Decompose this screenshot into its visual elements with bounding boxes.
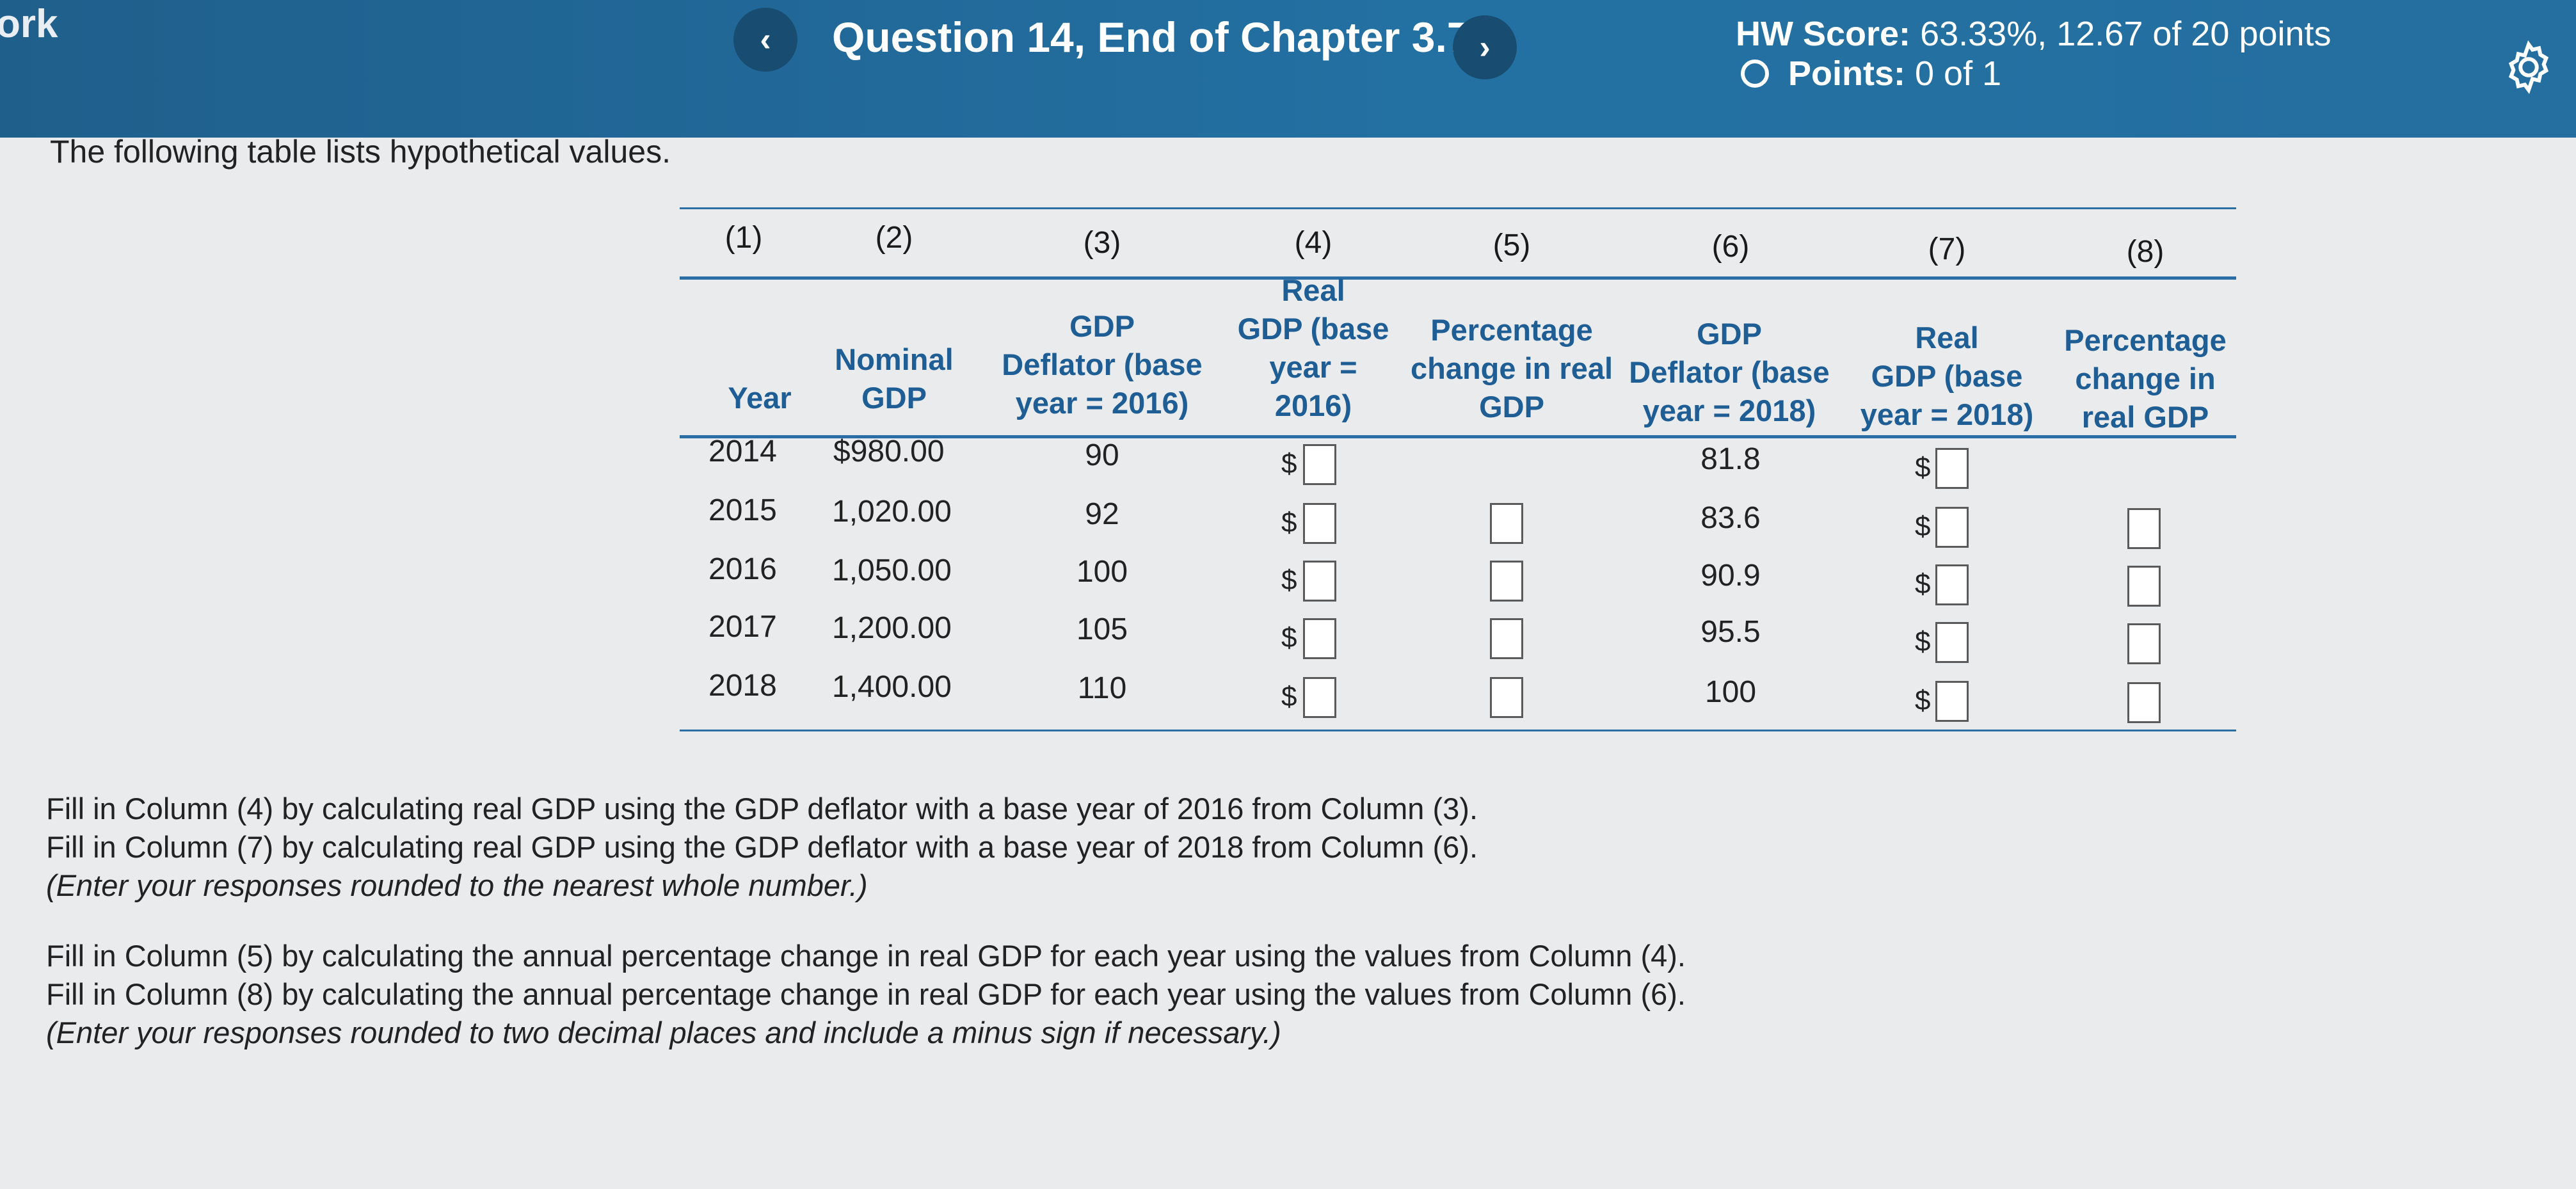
- hw-score-label: HW Score:: [1736, 15, 1911, 53]
- points-status: Points: 0 of 1: [1741, 54, 2001, 93]
- real-gdp-2018-input-2014[interactable]: [1935, 448, 1969, 489]
- header-rule: [680, 435, 2236, 438]
- pct-change-col8-input-2018[interactable]: [2127, 682, 2161, 723]
- real-gdp-2016-input-2017[interactable]: [1303, 618, 1336, 659]
- left-nav-label[interactable]: ork: [0, 2, 58, 46]
- real-gdp-2018-input-2017[interactable]: [1935, 622, 1969, 663]
- points-label: Points:: [1788, 54, 1905, 93]
- currency-symbol: $: [1281, 681, 1297, 712]
- header-real-gdp-2016: Real GDP (base year = 2016): [1237, 273, 1389, 422]
- instruction-rounding-whole: (Enter your responses rounded to the nea…: [46, 868, 868, 902]
- col-number-1: (1): [724, 221, 763, 255]
- header-nominal-gdp: Nominal GDP: [835, 342, 954, 415]
- cell-deflator-2016: 90: [1085, 438, 1119, 472]
- real-gdp-2016-input-2018[interactable]: [1303, 677, 1336, 718]
- cell-deflator-2018: 81.8: [1700, 442, 1761, 476]
- previous-question-button[interactable]: ‹: [733, 8, 797, 72]
- col-number-8: (8): [2126, 235, 2164, 269]
- header-year: Year: [728, 381, 792, 415]
- intro-text: The following table lists hypothetical v…: [50, 134, 671, 170]
- header-pct-change-col8: Percentage change in real GDP: [2064, 323, 2227, 434]
- col-number-2: (2): [875, 221, 913, 255]
- cell-deflator-2018: 95.5: [1700, 615, 1761, 649]
- cell-year: 2015: [708, 493, 777, 527]
- col-number-3: (3): [1083, 226, 1121, 260]
- real-gdp-2018-input-2015[interactable]: [1935, 507, 1969, 548]
- gear-icon[interactable]: [2500, 38, 2557, 96]
- cell-deflator-2018: 100: [1704, 675, 1757, 709]
- currency-symbol: $: [1915, 626, 1931, 657]
- cell-year: 2014: [708, 435, 777, 468]
- table-top-rule: [680, 207, 2236, 209]
- instruction-col7: Fill in Column (7) by calculating real G…: [46, 830, 1478, 864]
- cell-year: 2017: [708, 610, 777, 644]
- pct-change-col5-input-2017[interactable]: [1490, 618, 1523, 659]
- cell-nominal-gdp: 1,400.00: [832, 670, 952, 704]
- question-title: Question 14, End of Chapter 3.7: [832, 13, 1471, 61]
- cell-deflator-2018: 83.6: [1700, 501, 1761, 535]
- instruction-col5: Fill in Column (5) by calculating the an…: [46, 939, 1686, 973]
- currency-symbol: $: [1281, 507, 1297, 538]
- pct-change-col8-input-2017[interactable]: [2127, 623, 2161, 664]
- next-question-button[interactable]: ›: [1453, 15, 1517, 79]
- instruction-col4: Fill in Column (4) by calculating real G…: [46, 792, 1478, 826]
- gdp-table: (1) (2) (3) (4) (5) (6) (7) (8) Year Nom…: [680, 207, 2236, 732]
- cell-deflator-2016: 100: [1076, 555, 1128, 589]
- currency-symbol: $: [1915, 452, 1931, 483]
- chevron-right-icon: ›: [1479, 29, 1491, 66]
- pct-change-col8-input-2016[interactable]: [2127, 566, 2161, 607]
- cell-nominal-gdp: 1,020.00: [832, 495, 952, 529]
- pct-change-col5-input-2016[interactable]: [1490, 561, 1523, 602]
- points-value: 0 of 1: [1915, 54, 2002, 93]
- cell-nominal-gdp: 1,050.00: [832, 554, 952, 587]
- pct-change-col8-input-2015[interactable]: [2127, 508, 2161, 549]
- real-gdp-2016-input-2016[interactable]: [1303, 561, 1336, 602]
- table-bottom-rule: [680, 730, 2236, 731]
- status-circle-icon: [1741, 60, 1769, 88]
- hw-score-value: 63.33%, 12.67 of 20 points: [1920, 15, 2332, 53]
- col-number-6: (6): [1711, 230, 1750, 264]
- cell-year: 2016: [708, 552, 777, 586]
- currency-symbol: $: [1281, 564, 1297, 596]
- cell-deflator-2018: 90.9: [1700, 559, 1761, 593]
- real-gdp-2018-input-2016[interactable]: [1935, 564, 1969, 605]
- col-number-5: (5): [1492, 228, 1531, 262]
- col-number-4: (4): [1294, 226, 1332, 260]
- pct-change-col5-input-2018[interactable]: [1490, 677, 1523, 718]
- currency-symbol: $: [1281, 622, 1297, 653]
- cell-year: 2018: [708, 669, 777, 703]
- header-real-gdp-2018: Real GDP (base year = 2018): [1860, 321, 2034, 431]
- column-number-rule: [680, 276, 2236, 280]
- question-header: ork ‹ Question 14, End of Chapter 3.7 › …: [0, 0, 2576, 138]
- currency-symbol: $: [1281, 448, 1297, 479]
- header-gdp-deflator-2016: GDP Deflator (base year = 2016): [1002, 309, 1203, 420]
- real-gdp-2018-input-2018[interactable]: [1935, 681, 1969, 722]
- col-number-7: (7): [1928, 232, 1966, 266]
- cell-deflator-2016: 105: [1076, 612, 1128, 646]
- instruction-rounding-decimal: (Enter your responses rounded to two dec…: [46, 1016, 1281, 1049]
- currency-symbol: $: [1915, 511, 1931, 542]
- header-gdp-deflator-2018: GDP Deflator (base year = 2018): [1629, 317, 1830, 427]
- real-gdp-2016-input-2014[interactable]: [1303, 444, 1336, 485]
- hw-score: HW Score: 63.33%, 12.67 of 20 points: [1736, 14, 2332, 54]
- cell-nominal-gdp: $980.00: [833, 435, 945, 468]
- header-pct-change-col5: Percentage change in real GDP: [1410, 313, 1613, 424]
- cell-deflator-2016: 110: [1077, 671, 1127, 705]
- currency-symbol: $: [1915, 568, 1931, 600]
- chevron-left-icon: ‹: [760, 21, 771, 58]
- cell-deflator-2016: 92: [1085, 497, 1119, 531]
- currency-symbol: $: [1915, 685, 1931, 716]
- pct-change-col5-input-2015[interactable]: [1490, 503, 1523, 544]
- cell-nominal-gdp: 1,200.00: [832, 611, 952, 645]
- real-gdp-2016-input-2015[interactable]: [1303, 503, 1336, 544]
- instruction-col8: Fill in Column (8) by calculating the an…: [46, 977, 1686, 1011]
